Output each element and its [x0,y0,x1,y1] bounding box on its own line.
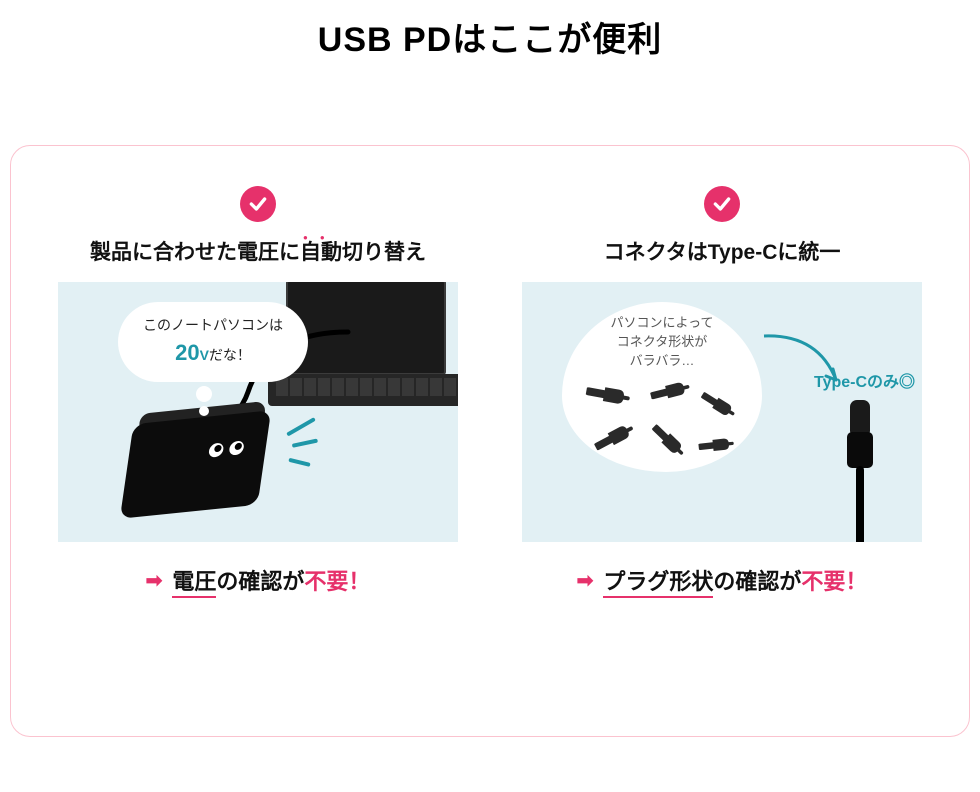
usb-c-connector-icon [840,400,880,542]
cloud-line1: パソコンによって [611,315,714,330]
subtitle-voltage: 製品に合わせた電圧に●●自動切り替え [90,236,426,266]
barrel-plug-icon [648,373,694,407]
typec-label: Type-Cのみ◎ [814,368,915,392]
arrow-right-icon: ➡ [146,568,163,593]
plug-cloud: パソコンによって コネクタ形状が バラバラ… [562,302,762,472]
cloud-line3: バラバラ… [630,353,695,368]
illustration-voltage: このノートパソコンは 20Vだな！ [58,282,458,542]
plug-assortment [582,377,742,467]
cloud-line2: コネクタ形状が [617,334,707,349]
bubble-line1: このノートパソコンは [143,317,283,333]
caption-emphasis: 電圧 [172,569,216,598]
caption-mid: の確認が [216,569,304,594]
check-icon [240,186,276,222]
barrel-plug-icon [698,431,737,457]
check-icon [704,186,740,222]
voltage-unit: V [200,347,209,363]
subtitle-text: 製品に合わせた電圧に [90,241,300,264]
bubble-tail: だな！ [209,347,251,363]
caption-voltage: ➡ 電圧の確認が不要！ [146,564,371,596]
barrel-plug-icon [696,384,742,425]
cloud-text: パソコンによって コネクタ形状が バラバラ… [611,314,714,371]
voltage-number: 20 [175,340,199,365]
caption-pink: 不要！ [801,569,867,594]
panel-voltage: 製品に合わせた電圧に●●自動切り替え このノートパソコンは 20Vだな！ [36,186,480,686]
subtitle-connector: コネクタはType-Cに統一 [604,236,841,266]
barrel-plug-icon [645,417,692,464]
charger-icon [120,410,271,519]
caption-mid: の確認が [713,569,801,594]
page-title: USB PDはここが便利 [0,0,980,61]
bubble-content: このノートパソコンは 20Vだな！ [143,315,283,369]
bubble-tail-icon [196,386,212,416]
caption-emphasis: プラグ形状 [603,569,713,598]
panel-connector: コネクタはType-Cに統一 パソコンによって コネクタ形状が バラバラ… [500,186,944,686]
subtitle-tail: 切り替え [342,241,426,264]
barrel-plug-icon [589,415,640,459]
barrel-plug-icon [584,377,634,413]
content-container: 製品に合わせた電圧に●●自動切り替え このノートパソコンは 20Vだな！ [10,145,970,737]
caption-connector: ➡ プラグ形状の確認が不要！ [577,564,868,596]
attention-lines-icon [288,422,320,466]
subtitle-ruby: 自動 [300,241,342,264]
arrow-right-icon: ➡ [577,568,594,593]
illustration-connector: パソコンによって コネクタ形状が バラバラ… Type-Cのみ◎ [522,282,922,542]
speech-bubble: このノートパソコンは 20Vだな！ [118,302,308,382]
emphasis-dots: ●● [303,234,337,242]
caption-pink: 不要！ [304,569,370,594]
